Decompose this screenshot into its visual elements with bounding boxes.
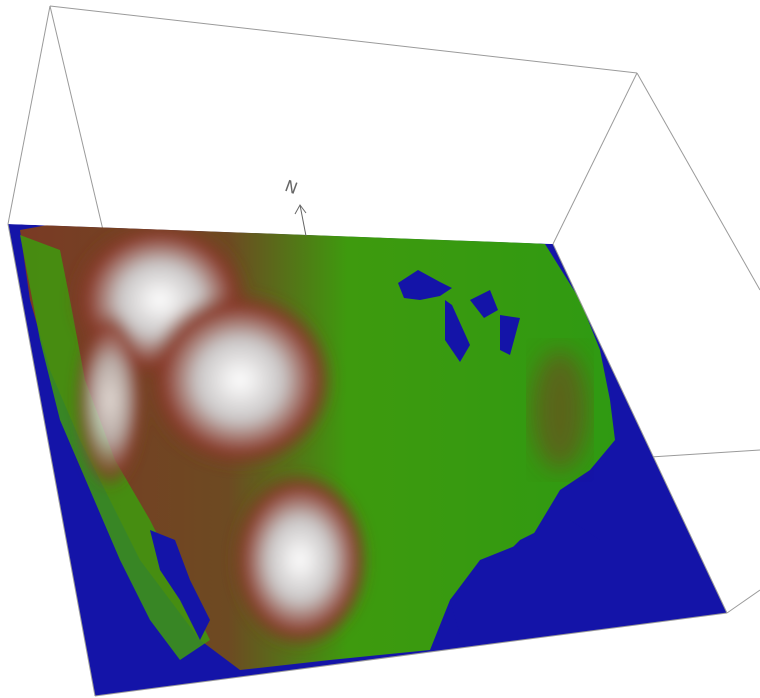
appalachian-upland [532,350,588,470]
rocky-mountains-south [230,470,370,650]
sierra-ridge [75,310,145,490]
terrain-map[interactable] [8,212,727,696]
north-arrow-label: N [282,176,300,198]
north-arrow-icon [295,205,306,236]
north-arrow: N [282,176,306,236]
rocky-mountains-central [145,290,335,470]
